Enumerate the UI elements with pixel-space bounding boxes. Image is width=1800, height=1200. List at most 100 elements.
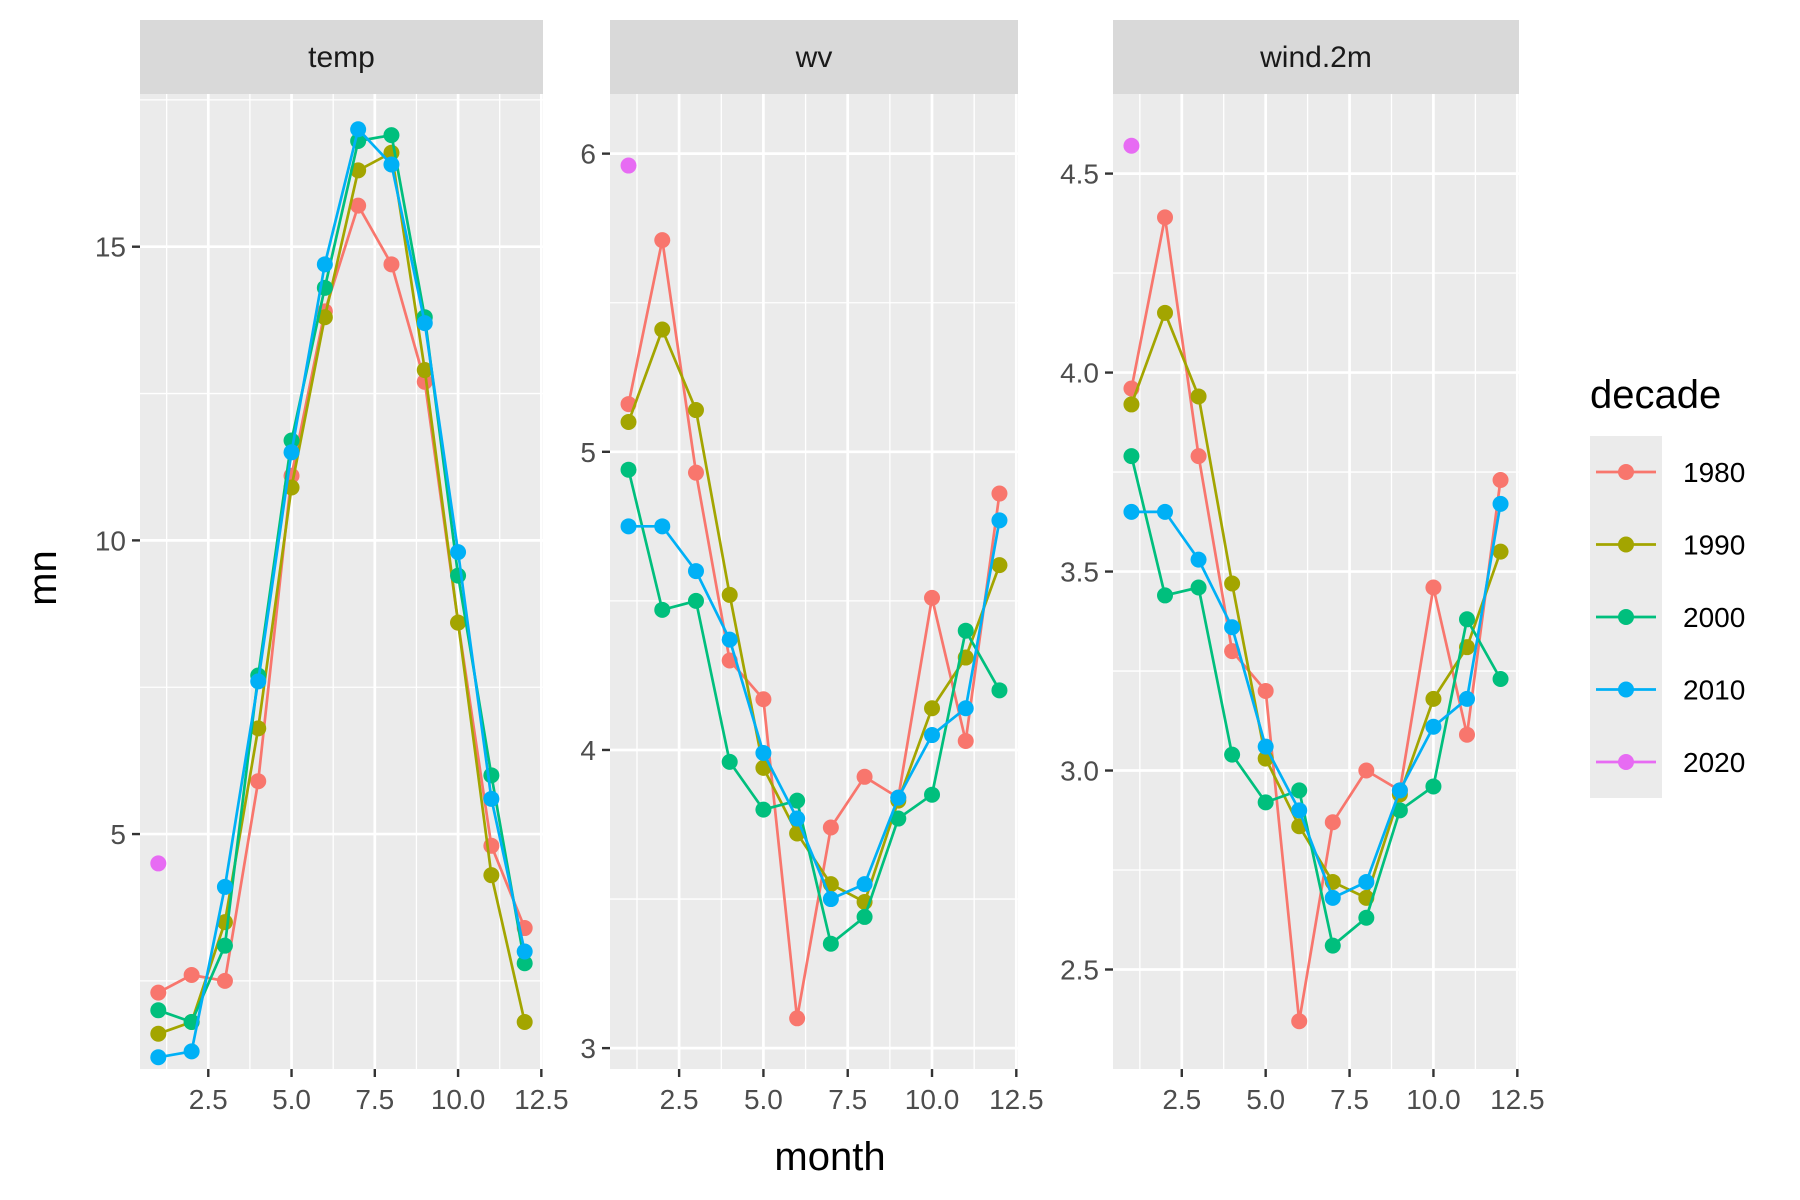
y-tick-label: 3.5 <box>1060 557 1099 588</box>
data-point-1990 <box>1190 388 1207 405</box>
data-point-2010 <box>316 256 333 273</box>
series-2000 <box>620 461 1008 952</box>
data-point-2010 <box>687 563 704 580</box>
data-point-1980 <box>789 1010 806 1027</box>
y-tick-label: 4.5 <box>1060 159 1099 190</box>
data-point-1980 <box>1324 814 1341 831</box>
y-tick-label: 3.0 <box>1060 756 1099 787</box>
data-point-1980 <box>1157 209 1174 226</box>
data-point-1980 <box>1358 762 1375 779</box>
data-point-2000 <box>1190 579 1207 596</box>
x-tick-label: 12.5 <box>514 1084 569 1115</box>
x-tick-label: 5.0 <box>744 1084 783 1115</box>
data-point-1980 <box>822 819 839 836</box>
data-point-2000 <box>687 592 704 609</box>
x-tick-label: 7.5 <box>355 1084 394 1115</box>
gridlines <box>1113 94 1519 1069</box>
series-line-1980 <box>627 238 1001 1020</box>
legend-item-2000: 2000 <box>1596 602 1745 633</box>
y-tick-label: 2.5 <box>1060 955 1099 986</box>
data-point-2000 <box>1324 937 1341 954</box>
data-point-2000 <box>1492 671 1509 687</box>
data-point-2000 <box>856 908 873 925</box>
panel-temp: temp 2.5 5.0 7.5 10.0 12.5 5 10 15 <box>95 20 569 1115</box>
legend-label: 1980 <box>1683 457 1745 488</box>
series-2010 <box>150 121 533 1066</box>
data-point-2010 <box>890 789 907 806</box>
data-point-2010 <box>856 876 873 893</box>
strip-background <box>610 20 1018 94</box>
series-line-1980 <box>1130 216 1502 1023</box>
data-point-1990 <box>721 586 738 603</box>
x-tick-label: 2.5 <box>1162 1084 1201 1115</box>
panel-wv: wv 2.5 5.0 7.5 10.0 12.5 3 4 5 6 <box>580 20 1044 1115</box>
gridlines <box>140 94 543 1069</box>
data-point-2020 <box>150 855 167 872</box>
data-point-2000 <box>924 786 941 803</box>
strip-label: wv <box>795 41 833 74</box>
data-point-2000 <box>1257 794 1274 811</box>
data-point-2010 <box>1391 782 1408 799</box>
data-point-2010 <box>957 700 974 717</box>
legend-item-2020: 2020 <box>1596 747 1745 778</box>
data-point-2000 <box>516 955 533 972</box>
strip-background <box>1113 20 1519 94</box>
data-point-2010 <box>183 1043 200 1060</box>
data-point-2010 <box>1458 690 1475 707</box>
data-point-1980 <box>1291 1013 1308 1030</box>
data-point-1980 <box>250 773 267 790</box>
legend-label: 1990 <box>1683 530 1745 561</box>
data-point-1990 <box>316 309 333 326</box>
series-2010 <box>620 512 1008 908</box>
data-point-1990 <box>250 720 267 737</box>
data-point-1980 <box>991 485 1008 502</box>
data-point-1980 <box>1224 643 1241 660</box>
legend-item-1980: 1980 <box>1596 457 1745 488</box>
data-point-2010 <box>250 673 267 690</box>
data-point-2010 <box>1224 619 1241 636</box>
data-point-2000 <box>654 601 671 618</box>
data-point-2020 <box>620 157 637 174</box>
data-point-1990 <box>1492 543 1509 560</box>
x-tick-label: 7.5 <box>828 1084 867 1115</box>
data-point-2010 <box>516 943 533 960</box>
data-point-1990 <box>483 867 500 884</box>
data-point-2010 <box>1190 551 1207 568</box>
data-point-2000 <box>890 810 907 827</box>
data-point-2000 <box>216 937 233 954</box>
axes: 2.5 5.0 7.5 10.0 12.5 2.5 3.0 3.5 4.0 4.5 <box>1060 159 1545 1115</box>
x-tick-label: 12.5 <box>1490 1084 1545 1115</box>
y-tick-label: 5 <box>110 819 126 850</box>
y-tick-label: 4 <box>580 735 596 766</box>
data-point-2000 <box>483 767 500 784</box>
data-point-2010 <box>721 631 738 648</box>
data-point-1980 <box>416 373 433 390</box>
axes: 2.5 5.0 7.5 10.0 12.5 5 10 15 <box>95 232 569 1115</box>
data-point-2010 <box>416 315 433 332</box>
strip-background <box>140 20 543 94</box>
data-point-2000 <box>383 127 400 144</box>
data-point-2000 <box>1157 587 1174 604</box>
data-point-1980 <box>216 972 233 989</box>
data-point-2010 <box>755 744 772 761</box>
data-point-1990 <box>991 557 1008 574</box>
data-point-2010 <box>1257 738 1274 755</box>
legend-key-point <box>1618 681 1634 698</box>
data-point-2010 <box>991 512 1008 529</box>
y-tick-label: 4.0 <box>1060 358 1099 389</box>
data-point-1990 <box>150 1025 167 1042</box>
data-point-1990 <box>516 1014 533 1031</box>
series-2020 <box>1123 137 1140 154</box>
legend-label: 2010 <box>1683 675 1745 706</box>
y-tick-label: 3 <box>580 1033 596 1064</box>
data-point-2010 <box>283 444 300 461</box>
series-line-2010 <box>158 127 527 1059</box>
data-point-1980 <box>957 733 974 750</box>
data-point-2010 <box>350 121 367 138</box>
data-point-2000 <box>1291 782 1308 799</box>
y-tick-label: 10 <box>95 525 126 556</box>
data-point-1990 <box>687 402 704 419</box>
data-point-2010 <box>789 810 806 827</box>
data-point-2010 <box>216 878 233 895</box>
